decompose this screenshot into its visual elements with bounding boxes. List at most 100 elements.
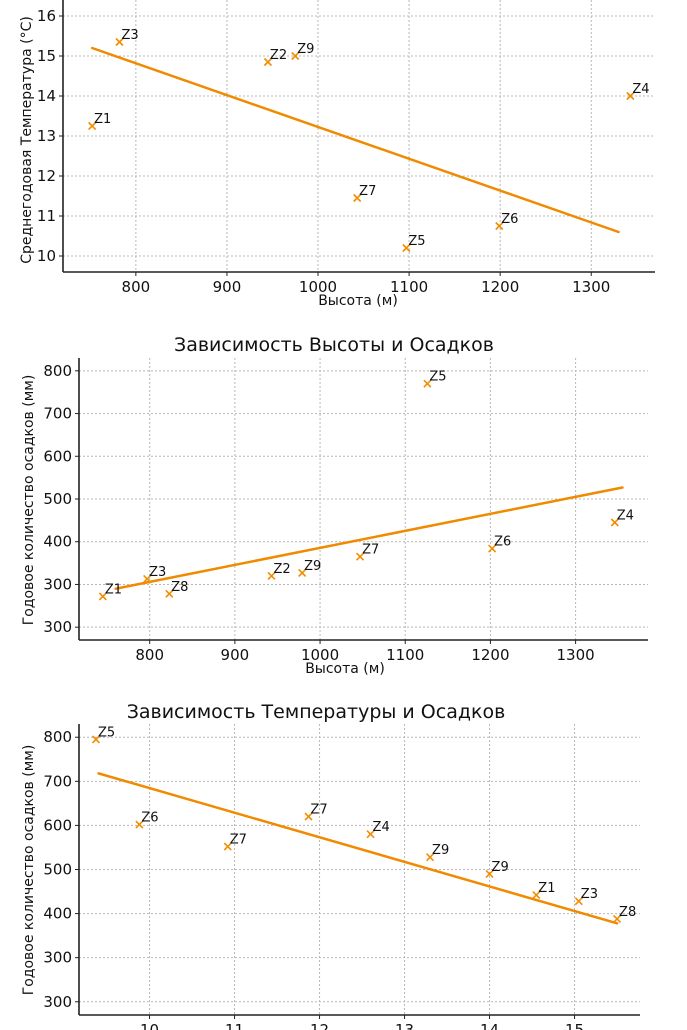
x-marker: [485, 869, 494, 878]
x-tick-label: 12: [310, 1021, 329, 1030]
y-tick-label: 600: [43, 447, 72, 465]
y-tick-label: 600: [43, 816, 72, 834]
trend-line: [90, 46, 620, 234]
point-label: Z6: [501, 212, 518, 227]
chart-altitude-temperature: Высота (м) Среднегодовая Температура (°C…: [19, 0, 655, 309]
x-marker: [356, 552, 365, 561]
data-point: Z4: [366, 820, 390, 839]
data-point: Z9: [291, 42, 314, 61]
x-marker: [223, 842, 232, 851]
y-tick-label: 400: [43, 533, 72, 551]
x-marker: [574, 897, 583, 906]
y-tick-label: 11: [37, 207, 56, 225]
data-point: Z9: [485, 860, 509, 878]
point-label: Z7: [311, 803, 328, 818]
x-marker: [402, 243, 411, 253]
x-marker: [291, 51, 300, 61]
point-label: Z3: [149, 565, 166, 580]
x-marker: [366, 830, 375, 839]
y-tick-label: 400: [43, 905, 72, 923]
y-tick-label: 300: [43, 618, 72, 636]
x-marker: [88, 121, 97, 131]
x-marker: [612, 914, 622, 923]
x-axis-label: Высота (м): [318, 293, 398, 309]
point-label: Z1: [538, 881, 555, 896]
x-axis-label: Высота (м): [305, 661, 385, 677]
y-tick-label: 300: [43, 949, 72, 967]
grid: [79, 724, 640, 1015]
data-point: Z9: [425, 843, 449, 862]
x-tick-label: 10: [140, 1021, 159, 1030]
x-marker: [165, 589, 174, 598]
point-label: Z4: [632, 82, 649, 97]
data-point: Z3: [115, 28, 139, 47]
x-marker: [626, 91, 635, 101]
data-point: Z2: [263, 48, 287, 67]
x-marker: [91, 735, 101, 744]
x-tick-label: 1000: [299, 278, 337, 296]
point-label: Z9: [492, 860, 509, 875]
x-tick-label: 1100: [390, 278, 428, 296]
point-label: Z7: [362, 543, 379, 558]
point-label: Z5: [429, 370, 446, 385]
point-label: Z6: [494, 535, 511, 550]
trend-line: [114, 486, 624, 590]
data-point: Z3: [143, 565, 166, 583]
data-point: Z8: [612, 905, 636, 923]
x-marker: [115, 37, 124, 47]
x-marker: [495, 221, 504, 231]
point-label: Z7: [230, 833, 247, 848]
y-tick-label: 800: [43, 362, 72, 380]
y-tick-label: 15: [37, 47, 56, 65]
x-marker: [532, 891, 541, 900]
x-tick-label: 1300: [572, 278, 610, 296]
x-marker: [425, 853, 435, 862]
x-marker: [98, 592, 107, 601]
data-point: Z3: [574, 887, 598, 906]
data-point: Z9: [298, 559, 321, 577]
data-point: Z4: [610, 509, 634, 527]
point-label: Z1: [94, 112, 111, 127]
point-label: Z1: [105, 582, 122, 597]
x-marker: [298, 568, 307, 577]
point-label: Z9: [304, 559, 321, 574]
data-point: Z1: [532, 881, 555, 900]
x-marker: [304, 812, 313, 821]
data-point: Z6: [135, 811, 159, 829]
y-tick-label: 16: [37, 7, 56, 25]
point-label: Z4: [617, 509, 634, 524]
data-point: Z1: [98, 582, 122, 601]
data-point: Z6: [495, 212, 518, 231]
y-tick-label: 300: [43, 575, 72, 593]
y-axis-label: Среднегодовая Температура (°C): [19, 16, 35, 264]
x-tick-label: 900: [213, 278, 242, 296]
x-tick-label: 11: [225, 1021, 244, 1030]
point-label: Z2: [270, 48, 287, 63]
point-label: Z5: [408, 234, 425, 249]
x-marker: [143, 574, 152, 583]
x-marker: [135, 820, 144, 829]
data-point: Z5: [402, 234, 426, 253]
x-marker: [267, 571, 276, 580]
chart-title: Зависимость Высоты и Осадков: [174, 334, 494, 356]
data-point: Z1: [88, 112, 111, 131]
x-tick-label: 800: [122, 278, 151, 296]
x-marker: [423, 379, 432, 388]
x-marker: [263, 57, 272, 67]
y-tick-label: 700: [43, 772, 72, 790]
point-label: Z7: [359, 184, 376, 199]
trend-line: [97, 772, 619, 925]
chart-altitude-precipitation: Зависимость Высоты и Осадков Высота (м) …: [21, 334, 648, 677]
x-marker: [610, 518, 619, 527]
y-tick-label: 700: [43, 405, 72, 423]
point-label: Z9: [432, 843, 449, 858]
point-label: Z8: [171, 580, 188, 595]
chart-title: Зависимость Температуры и Осадков: [127, 701, 506, 723]
y-tick-label: 500: [43, 490, 72, 508]
x-tick-label: 14: [480, 1021, 499, 1030]
x-tick-label: 1100: [386, 646, 424, 664]
data-point: Z4: [626, 82, 650, 101]
y-tick-label: 14: [37, 87, 56, 105]
point-label: Z3: [121, 28, 138, 43]
